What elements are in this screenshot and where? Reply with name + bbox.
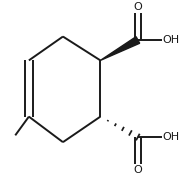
Text: O: O <box>133 165 142 175</box>
Text: O: O <box>133 2 142 12</box>
Text: OH: OH <box>163 132 180 142</box>
Polygon shape <box>100 37 140 60</box>
Text: OH: OH <box>163 35 180 45</box>
